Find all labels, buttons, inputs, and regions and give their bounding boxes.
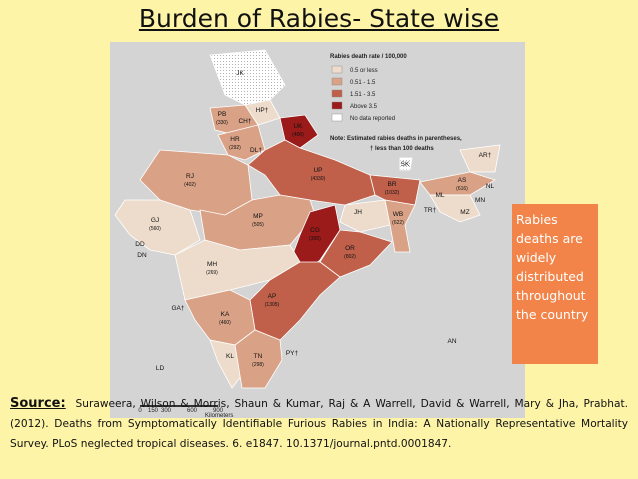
scale-unit: Kilometers xyxy=(205,413,233,419)
states xyxy=(114,49,501,389)
scale-bar: Kilometers 0 150 300 600 900 xyxy=(138,405,233,419)
scale-tick: 150 xyxy=(148,408,159,414)
state-code: RJ xyxy=(186,173,194,180)
legend-swatch xyxy=(331,113,343,122)
state-deaths: (460) xyxy=(219,320,231,326)
state xyxy=(384,199,416,253)
scale-bar-line xyxy=(140,405,218,407)
state-code: AR† xyxy=(479,152,492,159)
state-code: TR† xyxy=(424,207,437,214)
source-text: Suraweera, Wilson & Morris, Shaun & Kuma… xyxy=(10,398,628,450)
legend: Rabies death rate / 100,000 Note: Estima… xyxy=(330,54,462,152)
state-deaths: (402) xyxy=(184,182,196,188)
state-deaths: (505) xyxy=(252,222,264,228)
state-code: WB xyxy=(393,211,403,218)
legend-swatch xyxy=(331,101,343,110)
state-deaths: (400) xyxy=(292,132,304,138)
state xyxy=(234,329,283,389)
state-code: JH xyxy=(354,209,362,216)
state-deaths: (1305) xyxy=(265,302,280,308)
scale-tick: 300 xyxy=(161,408,172,414)
state-code: MZ xyxy=(460,209,469,216)
state-code: DN xyxy=(137,252,147,259)
state-deaths: (616) xyxy=(456,186,468,192)
state-code: AN xyxy=(447,338,456,345)
scale-tick: 0 xyxy=(138,408,142,414)
state-deaths: (4330) xyxy=(311,176,326,182)
state-labels: JK HP† PB (330) CH† UK (400) HR (292) DL† RJ (402) U… xyxy=(135,70,494,372)
state-deaths: (300) xyxy=(309,236,321,242)
state-code: CH† xyxy=(238,118,251,125)
state-code: PY† xyxy=(286,350,299,357)
state-code: KA xyxy=(221,311,230,318)
source: Source: Suraweera, Wilson & Morris, Shau… xyxy=(10,394,628,454)
state-code: MH xyxy=(207,261,217,268)
state-code: JK xyxy=(236,70,244,77)
state-code: NL xyxy=(486,183,495,190)
state-code: DD xyxy=(135,241,145,248)
state-deaths: (560) xyxy=(149,226,161,232)
state-code: UP xyxy=(313,167,322,174)
legend-swatch xyxy=(331,89,343,98)
state-deaths: (298) xyxy=(252,362,264,368)
state-deaths: (330) xyxy=(216,120,228,126)
state xyxy=(429,194,481,223)
legend-note: † less than 100 deaths xyxy=(370,146,434,152)
state-code: DL† xyxy=(250,147,262,154)
state-code: AP xyxy=(268,293,277,300)
state xyxy=(419,171,496,196)
state-code: CG xyxy=(310,227,320,234)
state-deaths: (622) xyxy=(392,220,404,226)
state-code: HP† xyxy=(256,107,269,114)
state-code: GJ xyxy=(151,217,159,224)
state-code: HR xyxy=(230,136,240,143)
state-code: ML xyxy=(435,192,444,199)
state xyxy=(279,114,319,149)
state-code: KL xyxy=(226,353,234,360)
legend-label: 0.51 - 1.5 xyxy=(350,80,376,86)
legend-label: 1.51 - 3.5 xyxy=(350,92,376,98)
state-code: PB xyxy=(218,111,227,118)
state xyxy=(399,157,413,171)
legend-swatch xyxy=(331,65,343,74)
state-code: MN xyxy=(475,197,485,204)
state-deaths: (269) xyxy=(206,270,218,276)
state-code: MP xyxy=(253,213,263,220)
state-deaths: (292) xyxy=(229,145,241,151)
state-code: UK xyxy=(293,123,303,130)
state xyxy=(209,339,243,389)
legend-label: 0.5 or less xyxy=(350,68,378,74)
legend-note: Note: Estimated rabies deaths in parenth… xyxy=(330,136,462,142)
state-code: BR xyxy=(387,181,396,188)
state xyxy=(459,144,501,173)
source-label: Source: xyxy=(10,396,66,411)
state-code: TN xyxy=(254,353,263,360)
legend-swatch xyxy=(331,77,343,86)
legend-label: Above 3.5 xyxy=(350,104,378,110)
state-deaths: (1032) xyxy=(385,190,400,196)
slide-title: Burden of Rabies- State wise xyxy=(138,4,500,33)
scale-tick: 600 xyxy=(187,408,198,414)
state xyxy=(339,199,391,233)
state-code: LD xyxy=(156,365,165,372)
state-code: SK xyxy=(401,161,410,168)
state-code: GA† xyxy=(171,305,184,312)
state-code: AS xyxy=(458,177,467,184)
scale-tick: 900 xyxy=(213,408,224,414)
state xyxy=(247,139,376,206)
state xyxy=(217,124,266,161)
state-code: OR xyxy=(345,245,355,252)
callout: Rabies deaths are widely distributed thr… xyxy=(512,204,598,364)
state-deaths: (802) xyxy=(344,254,356,260)
legend-label: No data reported xyxy=(350,116,395,122)
legend-title: Rabies death rate / 100,000 xyxy=(330,54,407,60)
